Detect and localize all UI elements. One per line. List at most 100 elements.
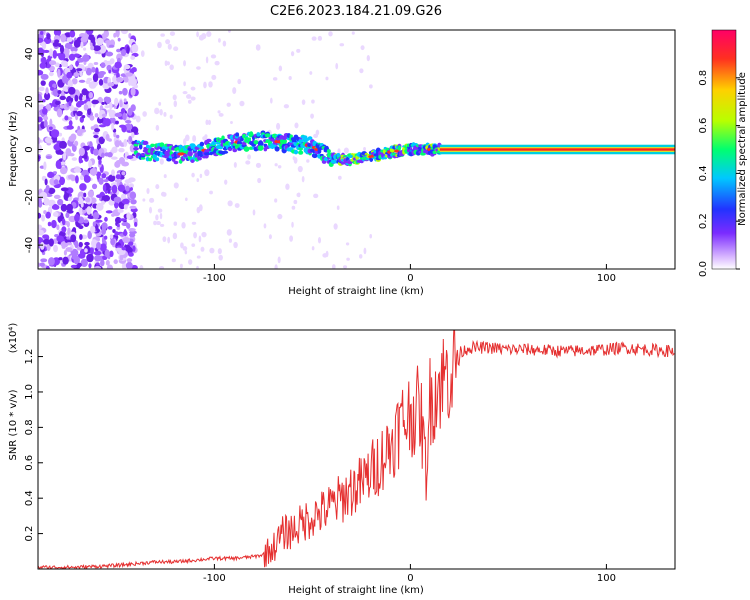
spectrogram-panel: -100 0 100 -40 -20 0 20 40 Height of straight …	[8, 29, 676, 297]
colorbar-gradient	[711, 29, 737, 270]
heatmap-cell	[186, 94, 192, 99]
heatmap-cell	[38, 116, 43, 123]
heatmap-cell	[76, 110, 83, 117]
heatmap-cell	[325, 76, 329, 81]
heatmap-cell	[343, 147, 349, 154]
heatmap-cell	[79, 174, 84, 181]
heatmap-cell	[118, 147, 125, 153]
heatmap-cell	[87, 230, 92, 240]
heatmap-cell	[179, 263, 183, 269]
heatmap-cell	[363, 247, 367, 255]
heatmap-cell	[114, 139, 120, 148]
heatmap-cell	[44, 178, 48, 186]
heatmap-cell	[173, 46, 179, 51]
heatmap-cell	[239, 100, 245, 107]
spectrogram-x-label: Height of straight line (km)	[288, 286, 424, 297]
heatmap-cell	[83, 175, 91, 183]
snr-line	[38, 330, 675, 569]
heatmap-cell	[78, 208, 83, 214]
heatmap-cell	[159, 212, 163, 220]
heatmap-cell	[171, 158, 176, 162]
heatmap-cell	[184, 134, 190, 142]
heatmap-cell	[61, 75, 68, 84]
heatmap-cell	[293, 157, 298, 164]
heatmap-cell	[90, 247, 94, 256]
heatmap-cell	[52, 49, 58, 59]
heatmap-cell	[301, 175, 305, 183]
heatmap-cell	[50, 129, 59, 138]
x-tick-label: -100	[203, 273, 226, 284]
heatmap-cell	[43, 210, 47, 215]
heatmap-cell	[111, 184, 118, 194]
heatmap-cell	[226, 102, 231, 107]
heatmap-cell	[197, 156, 202, 161]
heatmap-cell	[45, 155, 52, 159]
heatmap-cell	[64, 42, 73, 50]
heatmap-cell	[38, 93, 43, 103]
heatmap-cell	[95, 219, 103, 223]
heatmap-cell	[52, 41, 60, 47]
heatmap-cell	[108, 138, 112, 142]
colorbar-ticks: 0.0 0.2 0.4 0.6 0.8	[698, 70, 740, 277]
heatmap-cell	[134, 221, 138, 227]
heatmap-cell	[185, 197, 188, 202]
heatmap-cell	[183, 81, 186, 87]
heatmap-cell	[76, 129, 83, 137]
heatmap-cell	[184, 250, 188, 255]
heatmap-cell	[110, 238, 116, 246]
heatmap-cell	[116, 48, 122, 53]
heatmap-cell	[108, 44, 115, 48]
heatmap-cell	[81, 114, 86, 119]
heatmap-cell	[234, 203, 240, 208]
heatmap-cell	[297, 165, 303, 173]
heatmap-cell	[122, 230, 128, 236]
x-tick-label: 0	[407, 273, 413, 284]
heatmap-cell	[164, 60, 168, 67]
heatmap-cell	[98, 177, 104, 185]
heatmap-cell	[306, 159, 310, 163]
heatmap-cell	[336, 205, 340, 210]
heatmap-cell	[66, 242, 73, 246]
heatmap-cell	[102, 195, 111, 202]
heatmap-cell	[196, 178, 200, 183]
heatmap-cell	[253, 140, 259, 145]
y-tick-label: 1.2	[24, 349, 35, 365]
heatmap-cell	[156, 220, 161, 226]
heatmap-cell	[129, 191, 137, 200]
heatmap-cell	[264, 133, 271, 138]
heatmap-cell	[363, 146, 366, 151]
heatmap-cell	[90, 126, 95, 130]
colorbar-tick-label: 0.0	[698, 261, 709, 277]
heatmap-cell	[201, 32, 207, 40]
heatmap-cell	[121, 221, 129, 227]
heatmap-cell	[285, 183, 290, 190]
snr-x-label: Height of straight line (km)	[288, 585, 424, 596]
heatmap-cell	[55, 159, 62, 169]
heatmap-cell	[111, 156, 118, 160]
heatmap-cell	[255, 44, 261, 51]
heatmap-cell	[232, 87, 237, 94]
heatmap-cell	[105, 210, 113, 214]
heatmap-cell	[140, 50, 145, 57]
heatmap-cell	[67, 79, 73, 89]
y-tick-label: 0.4	[24, 490, 35, 506]
heatmap-cell	[317, 149, 322, 154]
heatmap-cell	[256, 132, 261, 137]
heatmap-cell	[159, 223, 165, 227]
heatmap-cell	[57, 89, 62, 95]
heatmap-cell	[226, 229, 232, 236]
heatmap-cell	[138, 144, 143, 150]
heatmap-cell	[101, 113, 107, 118]
heatmap-cell	[84, 248, 88, 253]
heatmap-cell	[293, 149, 299, 155]
heatmap-cell	[123, 203, 128, 210]
heatmap-cell	[182, 246, 188, 251]
heatmap-cell	[79, 70, 83, 77]
heatmap-cell	[198, 204, 203, 212]
heatmap-cell	[326, 149, 331, 154]
heatmap-cell	[298, 139, 304, 144]
heatmap-cell	[93, 61, 99, 66]
heatmap-cell	[72, 227, 77, 232]
heatmap-cell	[106, 64, 112, 72]
heatmap-cell	[51, 219, 57, 229]
